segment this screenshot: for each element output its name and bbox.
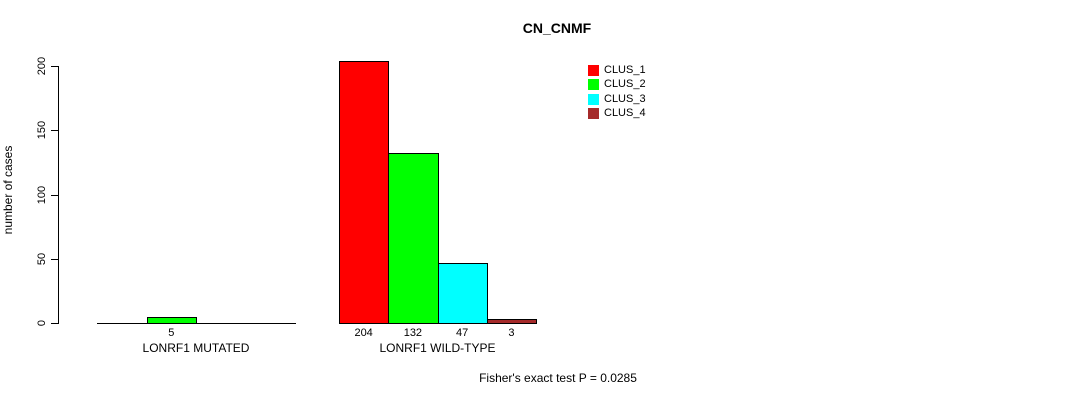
bar-count-label: 5 bbox=[168, 327, 175, 339]
legend-label: CLUS_4 bbox=[604, 107, 646, 119]
group-label: LONRF1 WILD-TYPE bbox=[379, 341, 496, 355]
bar-count-label: 204 bbox=[354, 327, 373, 339]
legend-swatch-clus_3 bbox=[588, 94, 599, 105]
group-label: LONRF1 MUTATED bbox=[142, 341, 250, 355]
bar-clus_3 bbox=[438, 263, 488, 324]
y-tick-label: 0 bbox=[36, 319, 48, 327]
y-axis-tick bbox=[51, 259, 58, 260]
legend-label: CLUS_3 bbox=[604, 93, 646, 105]
y-axis-line bbox=[58, 66, 59, 324]
bar-count-label: 47 bbox=[456, 327, 469, 339]
bar-clus_4 bbox=[487, 319, 537, 324]
legend-label: CLUS_1 bbox=[604, 64, 646, 76]
fisher-test-annotation: Fisher's exact test P = 0.0285 bbox=[479, 371, 637, 385]
legend-swatch-clus_4 bbox=[588, 108, 599, 119]
y-tick-label: 200 bbox=[36, 56, 48, 76]
bar-clus_1 bbox=[339, 61, 389, 324]
legend-label: CLUS_2 bbox=[604, 78, 646, 90]
legend-swatch-clus_1 bbox=[588, 65, 599, 76]
y-axis-tick bbox=[51, 130, 58, 131]
bar-clus_2 bbox=[388, 153, 439, 324]
bar-clus_2 bbox=[147, 317, 197, 324]
y-axis-tick bbox=[51, 195, 58, 196]
y-axis-tick bbox=[51, 323, 58, 324]
y-axis-tick bbox=[51, 66, 58, 67]
y-tick-label: 150 bbox=[36, 120, 48, 140]
chart-title: CN_CNMF bbox=[522, 20, 592, 36]
y-tick-label: 50 bbox=[36, 252, 48, 266]
legend-swatch-clus_2 bbox=[588, 79, 599, 90]
bar-count-label: 3 bbox=[508, 327, 515, 339]
y-tick-label: 100 bbox=[36, 185, 48, 205]
y-axis-title: number of cases bbox=[1, 145, 15, 235]
bar-count-label: 132 bbox=[403, 327, 423, 339]
